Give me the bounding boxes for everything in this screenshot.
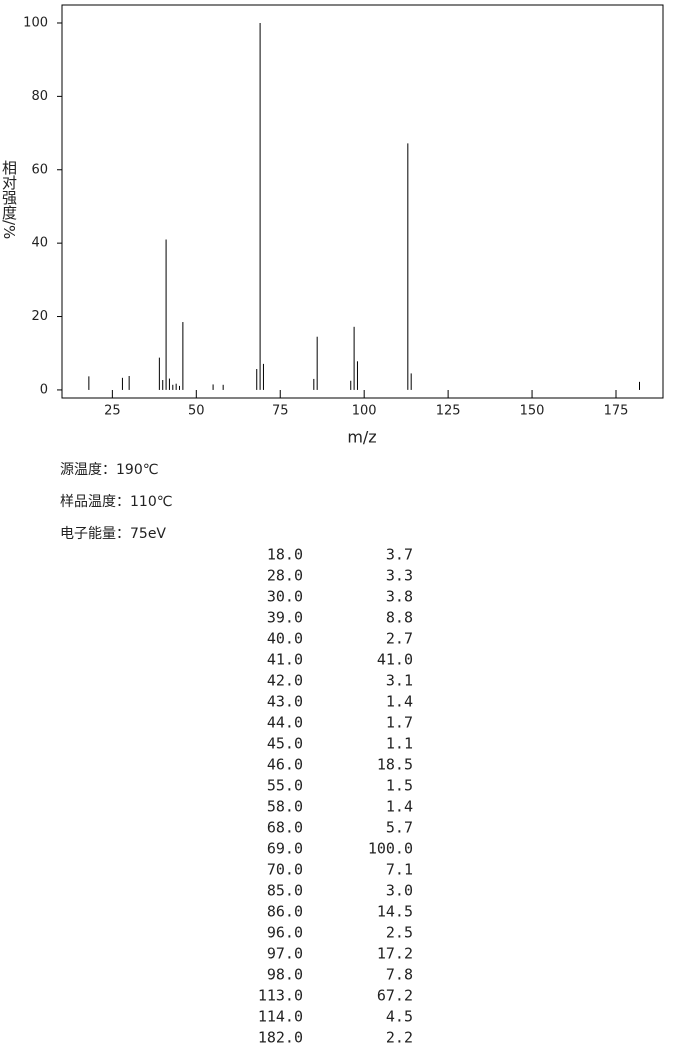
x-tick-label: 25 — [104, 404, 121, 419]
intensity-cell: 8.8 — [386, 609, 413, 627]
info-line: 样品温度：110℃ — [60, 494, 172, 510]
mass-cell: 55.0 — [267, 777, 303, 795]
info-line: 源温度：190℃ — [60, 462, 158, 478]
mass-cell: 42.0 — [267, 672, 303, 690]
intensity-cell: 7.1 — [386, 861, 413, 879]
intensity-cell: 3.3 — [386, 567, 413, 585]
mass-cell: 39.0 — [267, 609, 303, 627]
intensity-cell: 5.7 — [386, 819, 413, 837]
intensity-cell: 67.2 — [377, 987, 413, 1005]
intensity-cell: 1.5 — [386, 777, 413, 795]
mass-cell: 41.0 — [267, 651, 303, 669]
x-tick-label: 100 — [352, 404, 377, 419]
intensity-cell: 2.7 — [386, 630, 413, 648]
intensity-cell: 1.7 — [386, 714, 413, 732]
mass-cell: 182.0 — [258, 1029, 303, 1047]
intensity-cell: 14.5 — [377, 903, 413, 921]
mass-cell: 45.0 — [267, 735, 303, 753]
mass-cell: 70.0 — [267, 861, 303, 879]
mass-cell: 113.0 — [258, 987, 303, 1005]
x-tick-label: 75 — [272, 404, 289, 419]
intensity-cell: 1.4 — [386, 693, 413, 711]
intensity-cell: 1.4 — [386, 798, 413, 816]
mass-cell: 114.0 — [258, 1008, 303, 1026]
intensity-cell: 3.1 — [386, 672, 413, 690]
intensity-cell: 18.5 — [377, 756, 413, 774]
mass-cell: 18.0 — [267, 546, 303, 564]
x-axis-label: m/z — [347, 428, 376, 447]
intensity-cell: 3.7 — [386, 546, 413, 564]
intensity-cell: 17.2 — [377, 945, 413, 963]
mass-cell: 46.0 — [267, 756, 303, 774]
y-tick-label: 40 — [31, 236, 48, 251]
mass-cell: 86.0 — [267, 903, 303, 921]
mass-cell: 28.0 — [267, 567, 303, 585]
intensity-cell: 2.5 — [386, 924, 413, 942]
intensity-cell: 3.0 — [386, 882, 413, 900]
mass-cell: 40.0 — [267, 630, 303, 648]
mass-cell: 69.0 — [267, 840, 303, 858]
y-tick-label: 0 — [40, 382, 48, 397]
intensity-cell: 100.0 — [368, 840, 413, 858]
mass-cell: 58.0 — [267, 798, 303, 816]
info-line: 电子能量：75eV — [60, 526, 166, 542]
intensity-cell: 3.8 — [386, 588, 413, 606]
mass-cell: 96.0 — [267, 924, 303, 942]
x-tick-label: 50 — [188, 404, 205, 419]
mass-cell: 85.0 — [267, 882, 303, 900]
mass-cell: 44.0 — [267, 714, 303, 732]
mass-cell: 68.0 — [267, 819, 303, 837]
mass-cell: 98.0 — [267, 966, 303, 984]
intensity-cell: 7.8 — [386, 966, 413, 984]
intensity-cell: 4.5 — [386, 1008, 413, 1026]
mass-cell: 30.0 — [267, 588, 303, 606]
y-tick-label: 80 — [31, 89, 48, 104]
intensity-cell: 1.1 — [386, 735, 413, 753]
x-tick-label: 125 — [436, 404, 461, 419]
y-tick-label: 20 — [31, 309, 48, 324]
y-tick-label: 100 — [23, 15, 48, 30]
mass-cell: 43.0 — [267, 693, 303, 711]
y-axis-label: 相对强度/% — [0, 160, 18, 240]
intensity-cell: 2.2 — [386, 1029, 413, 1047]
y-tick-label: 60 — [31, 162, 48, 177]
x-tick-label: 175 — [604, 404, 629, 419]
plot-frame — [61, 4, 664, 399]
mass-cell: 97.0 — [267, 945, 303, 963]
x-tick-label: 150 — [520, 404, 545, 419]
intensity-cell: 41.0 — [377, 651, 413, 669]
